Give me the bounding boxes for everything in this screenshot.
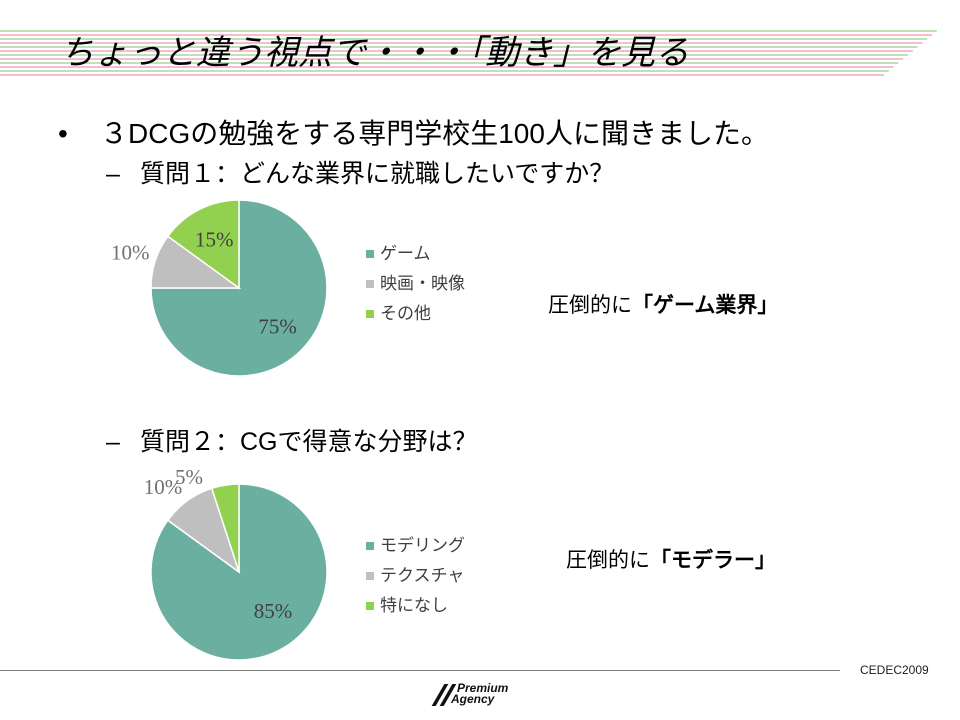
legend-swatch [366,602,374,610]
conclusion-2-highlight: 「モデラー」 [650,549,776,572]
legend-swatch [366,250,374,258]
legend-item-nothing: 特になし [366,591,506,621]
sub-bullet-marker-2: – [106,428,120,456]
legend-label: ゲーム [380,244,431,263]
conclusion-2-prefix: 圧倒的に [566,549,650,572]
conclusion-1: 圧倒的に「ゲーム業界」 [548,292,778,320]
legend-label: 特になし [380,596,448,615]
legend-swatch [366,542,374,550]
legend-item-modeling: モデリング [366,531,506,561]
question-2: 質問２：CGで得意な分野は？ [140,428,478,456]
legend-swatch [366,280,374,288]
conclusion-1-prefix: 圧倒的に [548,294,632,317]
legend-label: テクスチャ [380,566,465,585]
legend-label: その他 [380,304,431,323]
legend-item-other: その他 [366,299,506,329]
footer-event-name: CEDEC2009 [860,663,929,677]
legend-swatch [366,572,374,580]
bullet-text: ３DCGの勉強をする専門学校生100人に聞きました。 [100,118,769,149]
logo-word-1: Premium [457,681,509,695]
legend-label: モデリング [380,536,465,555]
pie2-label-modeling: 85% [254,599,293,623]
pie2-label-texture: 10% [144,475,183,499]
slide-title: ちょっと違う視点で・・・「動き」を見る [60,34,689,72]
pie2-label-nothing: 5% [175,465,203,489]
conclusion-1-highlight: 「ゲーム業界」 [632,294,779,317]
pie-1-legend: ゲーム 映画・映像 その他 [366,239,506,329]
pie-2-legend: モデリング テクスチャ 特になし [366,531,506,621]
pie-chart-2: 85% 10%5% [144,465,328,661]
sub-bullet-marker-1: – [106,160,120,188]
title-stripes [0,30,937,76]
legend-item-texture: テクスチャ [366,561,506,591]
legend-label: 映画・映像 [380,274,465,293]
pie-chart-1: 75% 10% 15% [111,199,328,377]
footer-rule [0,670,840,671]
logo-word-2: Agency [451,692,495,706]
conclusion-2: 圧倒的に「モデラー」 [566,547,776,575]
legend-swatch [366,310,374,318]
legend-item-game: ゲーム [366,239,506,269]
bullet-marker: • [58,118,68,149]
pie2-slice-nothing [210,483,240,573]
pie1-label-game: 75% [258,315,297,339]
premium-agency-logo: Premium Agency [430,682,522,708]
pie1-slice-other [166,199,240,290]
legend-item-film-video: 映画・映像 [366,269,506,299]
pie1-label-other: 15% [195,227,234,251]
question-1: 質問１：どんな業界に就職したいですか？ [140,160,615,188]
pie1-label-film-video: 10% [111,241,149,265]
